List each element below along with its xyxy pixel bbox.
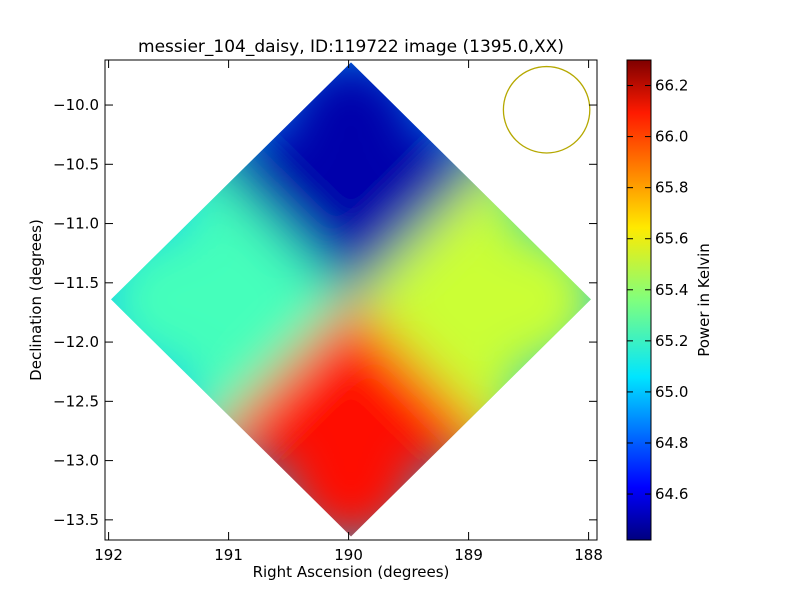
y-tick-label: −10.0 bbox=[53, 96, 99, 114]
heat-cap-south bbox=[281, 407, 421, 537]
x-axis: 192 191 190 189 188 bbox=[94, 60, 603, 564]
heat-region-south bbox=[183, 299, 519, 466]
plot-frame bbox=[104, 59, 598, 541]
colorbar-tick-label: 66.0 bbox=[655, 128, 688, 146]
x-tick-label: 190 bbox=[334, 546, 363, 564]
x-tick-label: 188 bbox=[574, 546, 603, 564]
x-tick-label: 191 bbox=[214, 546, 243, 564]
y-tick-label: −13.0 bbox=[53, 452, 99, 470]
heat-region-west bbox=[351, 133, 519, 466]
colorbar-tick-label: 65.2 bbox=[655, 332, 688, 350]
x-tick-label: 189 bbox=[454, 546, 483, 564]
y-tick-label: −13.5 bbox=[53, 511, 99, 529]
colorbar-tick-label: 65.0 bbox=[655, 383, 688, 401]
x-axis-label: Right Ascension (degrees) bbox=[253, 563, 450, 581]
heat-cap-west bbox=[461, 229, 591, 370]
colorbar bbox=[626, 59, 652, 541]
x-tick-label: 192 bbox=[94, 546, 123, 564]
colorbar-axis: 64.6 64.8 65.0 65.2 65.4 65.6 65.8 66.0 66.2 bbox=[627, 77, 688, 503]
colorbar-tick-label: 64.8 bbox=[655, 434, 688, 452]
colorbar-tick-label: 65.4 bbox=[655, 281, 688, 299]
colorbar-tick-label: 65.6 bbox=[655, 230, 688, 248]
y-axis-label: Declination (degrees) bbox=[27, 219, 45, 381]
heat-region-north bbox=[183, 133, 519, 300]
colorbar-tick-label: 66.2 bbox=[655, 77, 688, 95]
y-tick-label: −10.5 bbox=[53, 155, 99, 173]
beam-circle bbox=[502, 65, 591, 154]
colorbar-tick-label: 64.6 bbox=[655, 485, 688, 503]
y-tick-label: −12.0 bbox=[53, 333, 99, 351]
y-tick-label: −12.5 bbox=[53, 392, 99, 410]
y-axis: −10.0 −10.5 −11.0 −11.5 −12.0 −12.5 −13.0 −13.5 bbox=[53, 96, 597, 529]
colorbar-label: Power in Kelvin bbox=[695, 243, 713, 357]
y-tick-label: −11.5 bbox=[53, 274, 99, 292]
chart-title: messier_104_daisy, ID:119722 image (1395… bbox=[138, 37, 564, 57]
y-tick-label: −11.0 bbox=[53, 215, 99, 233]
heat-region-east bbox=[183, 133, 351, 466]
heat-cap-east bbox=[111, 229, 241, 370]
heat-cap-north bbox=[281, 62, 421, 192]
colorbar-tick-label: 65.8 bbox=[655, 179, 688, 197]
heatmap bbox=[111, 62, 591, 537]
